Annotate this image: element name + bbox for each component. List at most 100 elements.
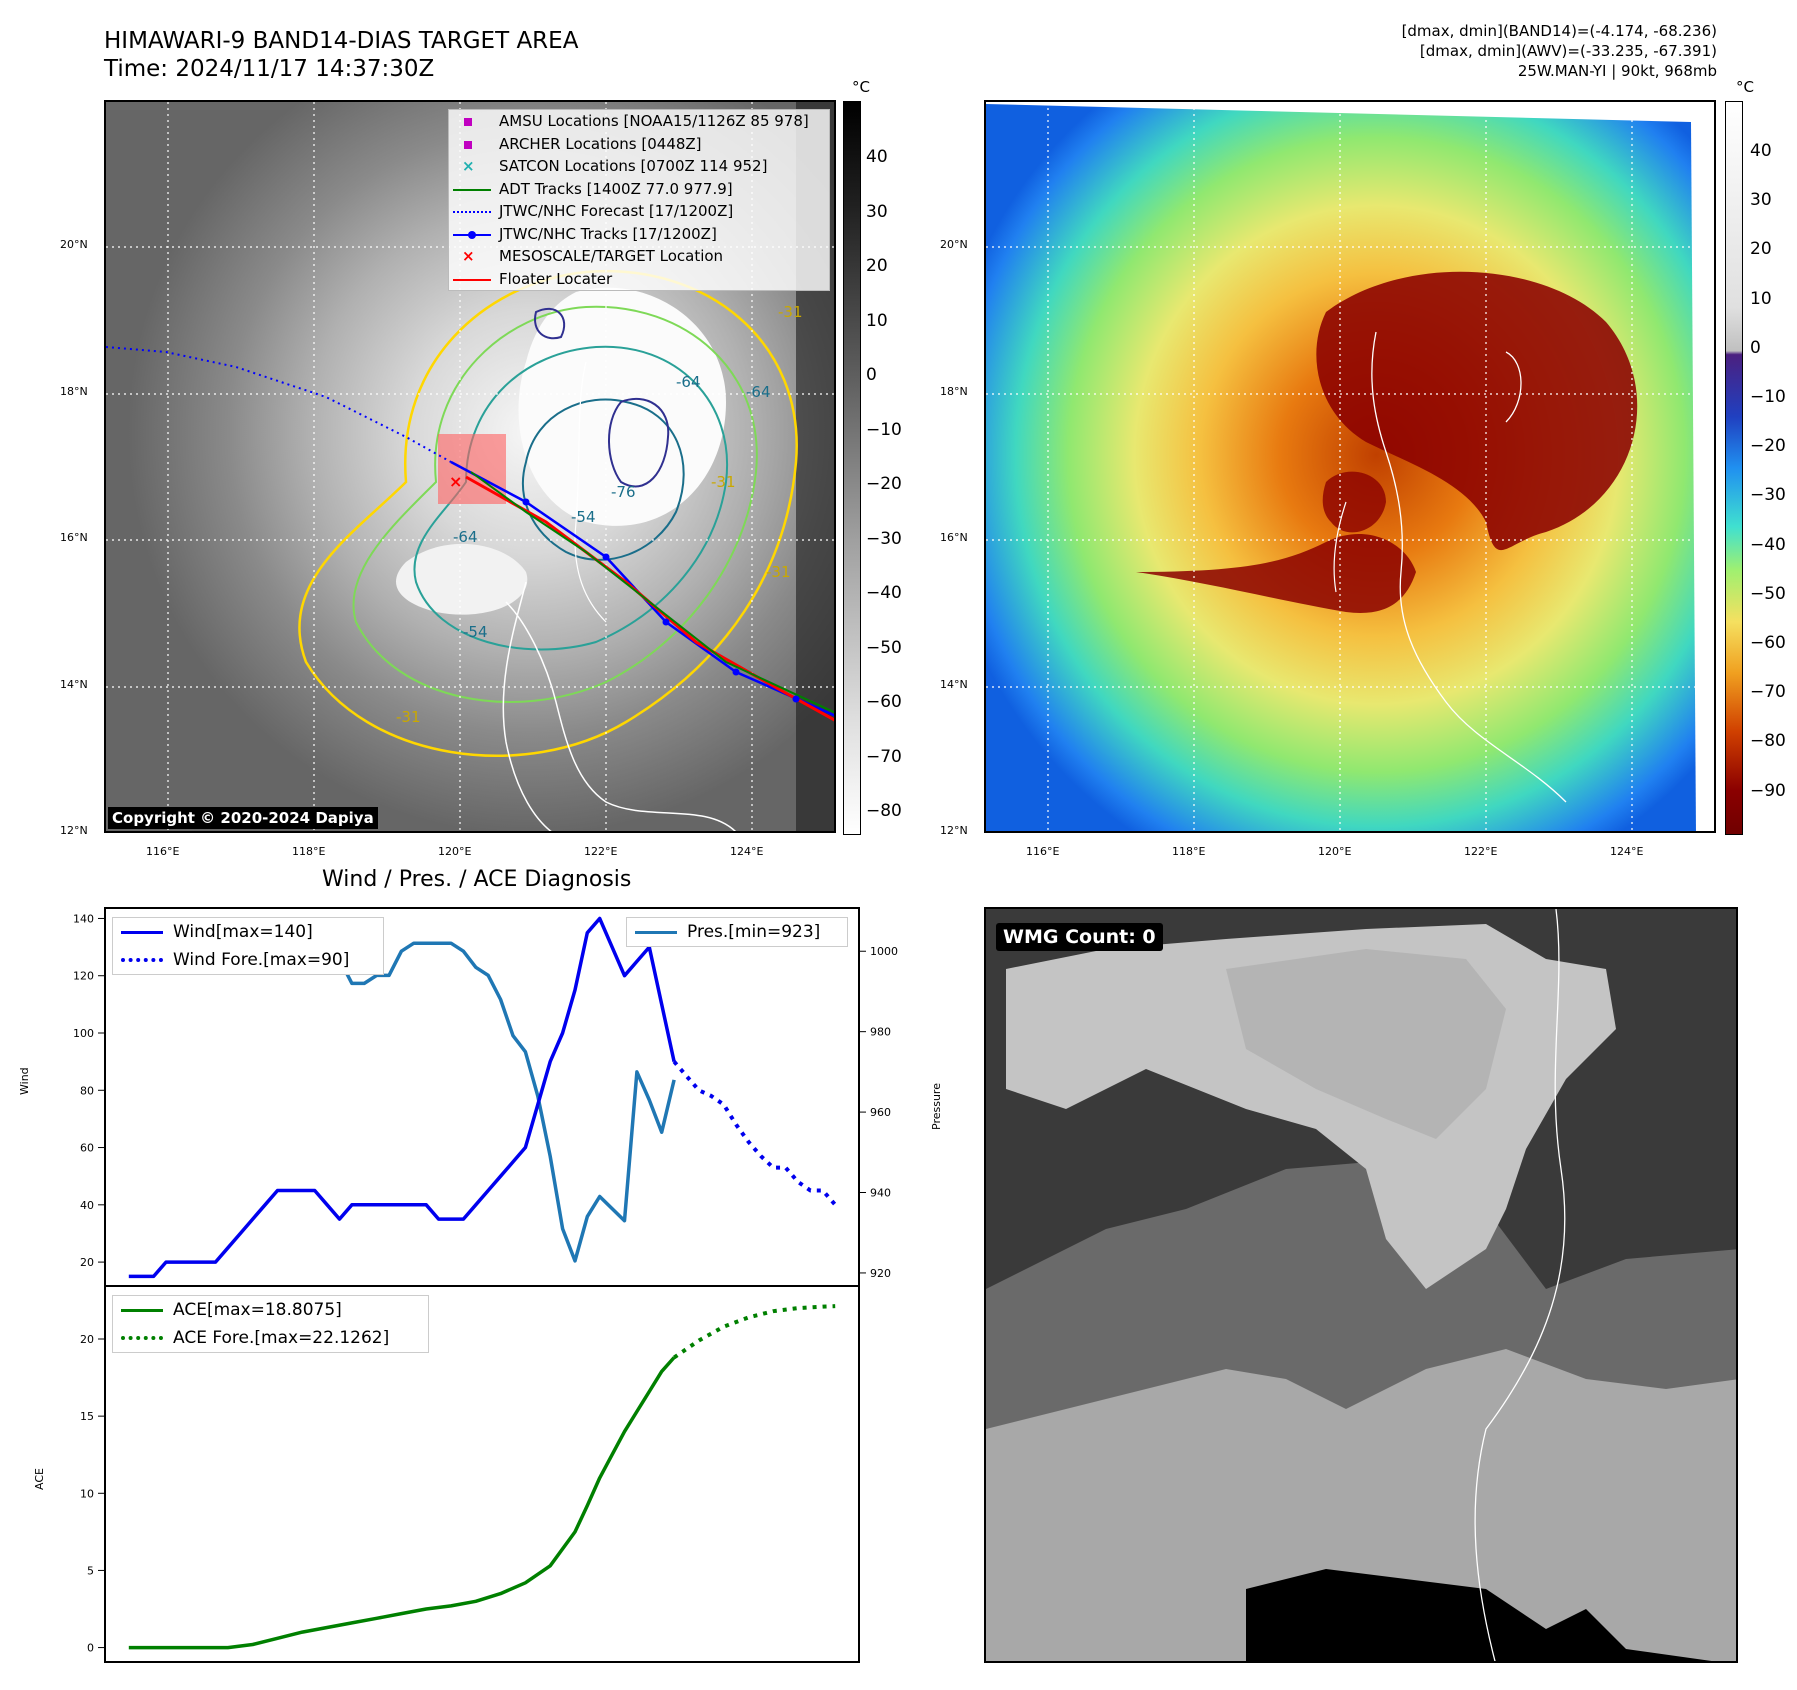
lat-tick: 20°N <box>60 238 88 251</box>
colorbar-tick: −30 <box>1750 485 1786 506</box>
wmg-image <box>986 909 1736 1661</box>
colorbar-tick: 40 <box>1750 141 1772 161</box>
cloud-core <box>518 287 726 526</box>
colorbar-tick: −90 <box>1750 780 1786 801</box>
lat-tick: 16°N <box>940 531 968 544</box>
wind-tick-label: 60 <box>80 1142 94 1155</box>
lon-tick: 116°E <box>1026 845 1060 858</box>
square-marker-icon <box>464 118 472 126</box>
forecast-track <box>106 346 452 463</box>
line-icon <box>453 188 491 191</box>
awv-dark-core <box>1316 271 1638 551</box>
target-x-marker: × <box>449 472 462 491</box>
contour-label: -54 <box>571 508 596 526</box>
lat-tick: 12°N <box>940 824 968 837</box>
ace-tick-label: 0 <box>87 1642 94 1655</box>
colorbar-tick: −50 <box>1750 583 1786 604</box>
dotted-line-icon <box>453 211 491 213</box>
lat-tick: 20°N <box>940 238 968 251</box>
info-line2: [dmax, dmin](AWV)=(-33.235, -67.391) <box>1419 42 1717 60</box>
x-marker-icon: × <box>462 157 475 175</box>
colorbar-tick: 0 <box>1750 337 1761 358</box>
pressure-tick-label: 980 <box>870 1026 891 1039</box>
contour-label: -64 <box>746 383 771 401</box>
wind-ylabel: Wind <box>18 1067 31 1095</box>
lon-tick: 120°E <box>438 845 472 858</box>
colorbar-tick: −40 <box>866 583 902 603</box>
copyright-badge: Copyright © 2020-2024 Dapiya <box>108 807 378 829</box>
colorbar-unit: °C <box>852 78 870 96</box>
pressure-tick-label: 920 <box>870 1267 891 1280</box>
legend-item-adt: ADT Tracks [1400Z 77.0 977.9] <box>449 178 829 201</box>
colorbar-tick: −80 <box>866 801 902 821</box>
lat-tick: 14°N <box>940 678 968 691</box>
contour-label: -76 <box>611 483 636 501</box>
legend-wind: Wind[max=140] <box>113 918 383 946</box>
lat-tick: 18°N <box>940 385 968 398</box>
wind-legend: Wind[max=140] Wind Fore.[max=90] <box>112 917 384 975</box>
awv-map-panel <box>984 100 1716 833</box>
map-legend: AMSU Locations [NOAA15/1126Z 85 978] ARC… <box>448 109 830 291</box>
lon-tick: 124°E <box>1610 845 1644 858</box>
ace-ylabel: ACE <box>33 1468 46 1490</box>
line-icon <box>121 931 163 934</box>
wind-forecast-line <box>672 1060 837 1207</box>
legend-item-mesoscale: × MESOSCALE/TARGET Location <box>449 245 829 268</box>
lat-tick: 16°N <box>60 531 88 544</box>
contour-label: -31 <box>778 303 803 321</box>
lon-tick: 122°E <box>1464 845 1498 858</box>
wind-tick-label: 80 <box>80 1084 94 1097</box>
colorbar-tick: −10 <box>866 419 902 440</box>
colorbar-tick: 30 <box>1750 190 1772 211</box>
colorbar-tick: −50 <box>866 637 902 658</box>
lon-tick: 118°E <box>1172 845 1206 858</box>
figure-title-line1: HIMAWARI-9 BAND14-DIAS TARGET AREA <box>104 28 579 54</box>
colorbar-tick: −60 <box>1750 633 1786 653</box>
wmg-panel: WMG Count: 0 <box>984 907 1738 1663</box>
colorbar-tick: −10 <box>1750 387 1786 407</box>
ir-colorbar <box>843 101 861 835</box>
contour-label: -31 <box>711 473 736 491</box>
ace-line <box>128 1356 676 1650</box>
line-icon <box>453 278 491 281</box>
colorbar-tick: −40 <box>1750 534 1786 555</box>
colorbar-tick: 30 <box>866 201 888 222</box>
legend-item-jtwc-tracks: JTWC/NHC Tracks [17/1200Z] <box>449 223 829 246</box>
awv-colorbar <box>1725 101 1743 835</box>
awv-map-image <box>986 102 1714 831</box>
lon-tick: 116°E <box>146 845 180 858</box>
ace-legend: ACE[max=18.8075] ACE Fore.[max=22.1262] <box>112 1295 429 1353</box>
contour-label: -64 <box>453 528 478 546</box>
legend-wind-fore: Wind Fore.[max=90] <box>113 946 383 974</box>
coastline <box>1474 909 1566 1661</box>
pressure-ylabel: Pressure <box>930 1083 943 1130</box>
pressure-tick-label: 960 <box>870 1106 891 1119</box>
dotted-line-icon <box>121 1336 163 1340</box>
legend-item-floater: Floater Locater <box>449 268 829 291</box>
colorbar-tick: 0 <box>866 365 877 385</box>
colorbar-tick: 20 <box>866 256 888 276</box>
line-icon <box>121 1309 163 1312</box>
colorbar-tick: −30 <box>866 528 902 549</box>
colorbar-tick: −60 <box>866 692 902 712</box>
colorbar-tick: −20 <box>866 474 902 494</box>
wind-tick-label: 40 <box>80 1199 94 1212</box>
wind-tick-label: 120 <box>73 970 94 983</box>
legend-ace-fore: ACE Fore.[max=22.1262] <box>113 1324 428 1352</box>
legend-ace: ACE[max=18.8075] <box>113 1296 428 1324</box>
wind-line <box>128 916 676 1279</box>
adt-track <box>470 471 834 714</box>
colorbar-tick: −70 <box>1750 682 1786 703</box>
ace-tick-label: 10 <box>80 1487 94 1500</box>
colorbar-tick: 10 <box>866 310 888 331</box>
wind-tick-label: 20 <box>80 1256 94 1269</box>
colorbar-tick: −20 <box>1750 436 1786 457</box>
colorbar-unit: °C <box>1736 78 1754 96</box>
legend-item-satcon: × SATCON Locations [0700Z 114 952] <box>449 155 829 178</box>
legend-item-amsu: AMSU Locations [NOAA15/1126Z 85 978] <box>449 110 829 133</box>
colorbar-tick: −70 <box>866 746 902 767</box>
colorbar-tick: 20 <box>1750 239 1772 260</box>
wmg-count-badge: WMG Count: 0 <box>996 923 1163 951</box>
info-line1: [dmax, dmin](BAND14)=(-4.174, -68.236) <box>1401 22 1717 40</box>
